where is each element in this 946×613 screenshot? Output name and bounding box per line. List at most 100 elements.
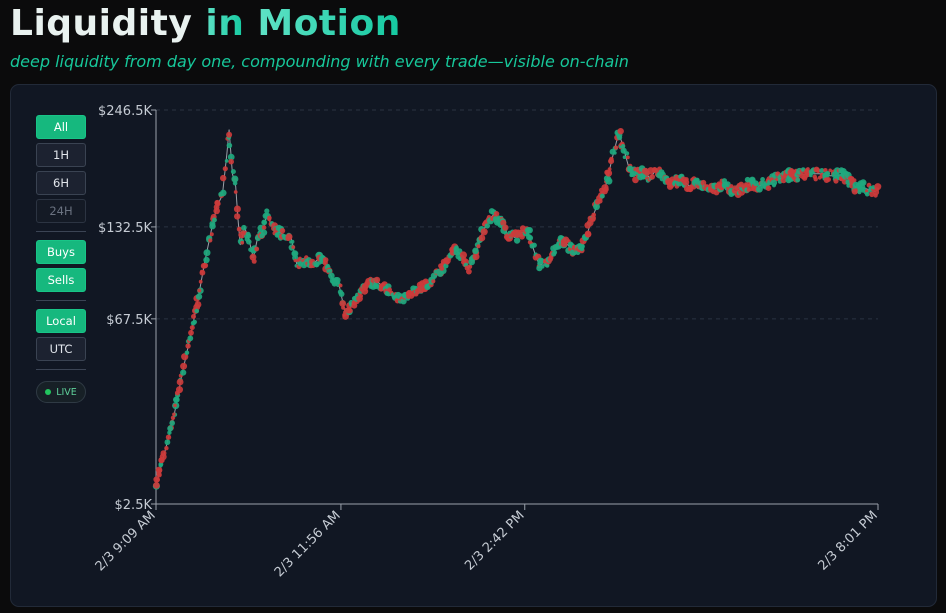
buy-trade-point: [540, 264, 545, 269]
sell-trade-point: [339, 300, 347, 307]
buy-trade-point: [226, 142, 233, 149]
buy-trade-point: [203, 256, 210, 264]
buy-trade-point: [513, 237, 521, 244]
sell-trade-point: [502, 224, 509, 231]
buy-trade-point: [187, 335, 194, 342]
sell-trade-point: [589, 216, 596, 222]
range-24h-button[interactable]: 24H: [36, 199, 86, 223]
buy-trade-point: [260, 229, 268, 236]
sell-trade-point: [197, 288, 202, 293]
sell-trade-point: [815, 167, 821, 173]
buy-trade-point: [484, 223, 490, 229]
sells-toggle-button[interactable]: Sells: [36, 268, 86, 292]
sell-trade-point: [806, 167, 810, 171]
buy-trade-point: [290, 239, 295, 244]
buy-trade-point: [526, 227, 533, 234]
buys-toggle-button[interactable]: Buys: [36, 240, 86, 264]
timezone-local-button[interactable]: Local: [36, 309, 86, 333]
sell-trade-point: [172, 412, 176, 417]
y-tick-label: $67.5K: [106, 313, 152, 328]
sell-trade-point: [220, 174, 227, 182]
sell-trade-point: [188, 329, 194, 336]
range-1h-button[interactable]: 1H: [36, 143, 86, 167]
title-word-liquidity: Liquidity: [10, 3, 193, 44]
buy-trade-point: [800, 167, 806, 172]
buy-trade-point: [338, 291, 345, 297]
sell-trade-point: [765, 185, 772, 191]
sell-trade-point: [729, 184, 734, 189]
sell-trade-point: [176, 378, 184, 386]
range-all-button[interactable]: All: [36, 115, 86, 139]
sell-trade-point: [828, 168, 832, 173]
sell-trade-point: [185, 343, 191, 349]
buy-trade-point: [264, 208, 270, 214]
range-6h-button[interactable]: 6H: [36, 171, 86, 195]
sell-trade-point: [431, 279, 436, 284]
sell-trade-point: [173, 403, 177, 408]
sell-trade-point: [684, 177, 689, 182]
buy-trade-point: [527, 235, 534, 241]
sell-trade-point: [165, 434, 172, 440]
sell-trade-point: [459, 251, 467, 259]
y-tick-label: $132.5K: [98, 221, 152, 236]
sell-trade-point: [591, 212, 596, 218]
chart-controls: All 1H 6H 24H Buys Sells Local UTC LIVE: [36, 115, 86, 403]
sell-trade-point: [261, 225, 267, 230]
y-tick-label: $246.5K: [98, 104, 152, 119]
buy-trade-point: [625, 151, 630, 156]
sell-trade-point: [826, 177, 831, 182]
page-title: Liquidity in Motion: [10, 2, 401, 46]
x-tick-label: 2/3 8:01 PM: [815, 508, 880, 573]
buy-trade-point: [825, 170, 831, 176]
buy-trade-point: [180, 369, 187, 376]
sell-trade-point: [236, 226, 242, 232]
buy-trade-point: [724, 181, 731, 188]
buy-trade-point: [819, 168, 825, 174]
buy-trade-point: [211, 217, 217, 223]
controls-divider: [36, 369, 86, 370]
sell-trade-point: [467, 264, 473, 270]
sell-trade-point: [608, 158, 615, 165]
sell-trade-point: [613, 145, 619, 150]
sell-trade-point: [194, 301, 202, 308]
buy-trade-point: [224, 159, 229, 163]
sell-trade-point: [285, 233, 293, 241]
buy-trade-point: [328, 268, 333, 273]
sell-trade-point: [322, 260, 328, 266]
buy-trade-point: [599, 193, 605, 199]
buy-trade-point: [760, 177, 765, 182]
sell-trade-point: [153, 482, 160, 489]
sell-trade-point: [597, 198, 603, 204]
title-word-in: in: [205, 3, 245, 44]
sell-trade-point: [240, 240, 245, 245]
buy-trade-point: [605, 177, 613, 185]
buy-trade-point: [326, 263, 330, 268]
buy-trade-point: [443, 263, 449, 269]
sell-trade-point: [476, 244, 481, 249]
page-subtitle: deep liquidity from day one, compounding…: [10, 52, 629, 71]
live-indicator-button[interactable]: LIVE: [36, 381, 86, 403]
buy-trade-point: [622, 155, 627, 159]
x-tick-label: 2/3 11:56 AM: [272, 508, 344, 580]
buy-trade-point: [468, 258, 476, 266]
timezone-utc-button[interactable]: UTC: [36, 337, 86, 361]
sell-trade-point: [160, 450, 167, 457]
buy-trade-point: [246, 233, 252, 239]
buy-trade-point: [246, 239, 252, 245]
tick-label-layer: $2.5K $67.5K $132.5K $246.5K 2/3 9:09 AM 2/3 …: [93, 104, 881, 580]
sell-trade-point: [213, 207, 220, 215]
sell-trade-point: [347, 308, 353, 314]
sell-trade-point: [234, 213, 241, 220]
controls-divider: [36, 231, 86, 232]
sell-trade-point: [466, 268, 472, 275]
sell-trade-point: [607, 167, 612, 172]
sell-trade-point: [649, 173, 655, 180]
buy-trade-point: [164, 439, 171, 446]
sell-trade-point: [875, 187, 880, 192]
buy-trade-point: [328, 272, 335, 280]
buy-trade-point: [630, 171, 635, 176]
sell-trade-point: [478, 234, 486, 242]
sell-trade-point: [780, 177, 787, 184]
buy-trade-point: [203, 249, 211, 257]
buy-trade-point: [195, 293, 203, 300]
